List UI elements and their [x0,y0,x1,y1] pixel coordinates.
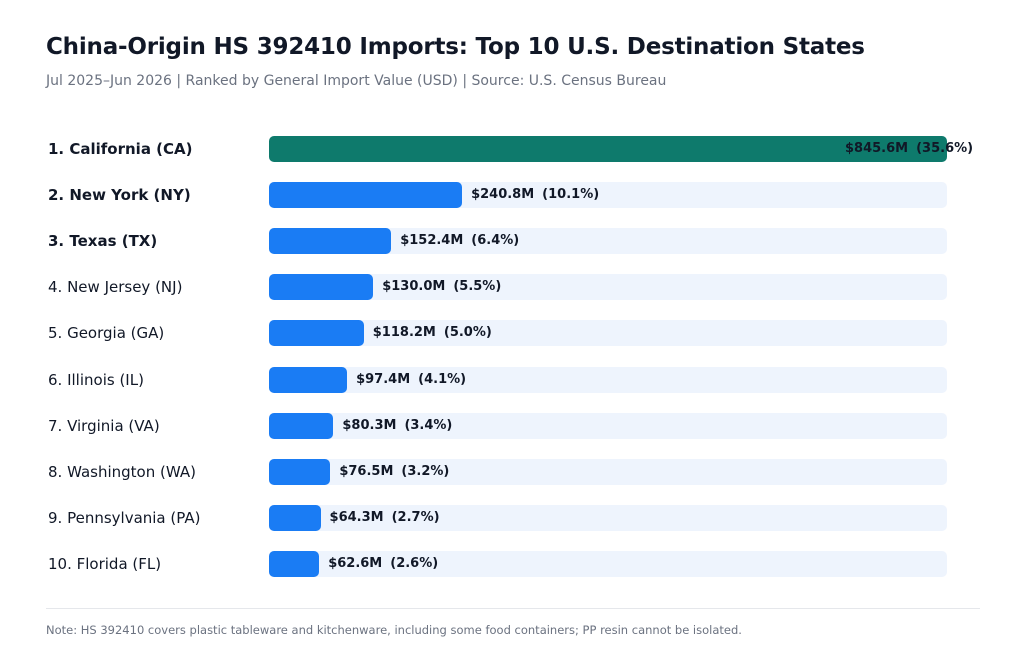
bar-row: 5. Georgia (GA) $118.2M (5.0%) [0,320,1024,347]
value-label: $76.5M (3.2%) [339,459,449,485]
value-label: $64.3M (2.7%) [330,505,440,531]
category-label: 7. Virginia (VA) [48,416,160,435]
value-amount: $62.6M [328,555,383,571]
value-amount: $845.6M [845,141,909,156]
bar-row: 8. Washington (WA) $76.5M (3.2%) [0,458,1024,485]
value-share: (5.5%) [453,279,502,295]
bar-track: $62.6M (2.6%) [269,550,947,577]
bar [269,550,320,577]
value-amount: $97.4M [356,371,411,387]
value-amount: $118.2M [372,325,436,341]
value-label: $62.6M (2.6%) [328,551,438,577]
bar-row: 10. Florida (FL) $62.6M (2.6%) [0,550,1024,577]
category-label: 9. Pennsylvania (PA) [48,508,201,527]
bar [269,412,334,439]
chart-subtitle: Jul 2025–Jun 2026 | Ranked by General Im… [46,73,667,89]
category-label: 3. Texas (TX) [48,232,158,251]
value-amount: $240.8M [471,187,535,203]
bar-track: $80.3M (3.4%) [269,412,947,439]
category-label: 4. New Jersey (NJ) [48,278,183,297]
bar-track: $76.5M (3.2%) [269,458,947,485]
value-amount: $152.4M [400,233,464,249]
bar [269,504,321,531]
bar [269,366,348,393]
bar-row: 7. Virginia (VA) $80.3M (3.4%) [0,412,1024,439]
value-share: (4.1%) [418,371,467,387]
bar-track: $97.4M (4.1%) [269,366,947,393]
chart-title: China-Origin HS 392410 Imports: Top 10 U… [46,34,865,60]
value-share: (2.7%) [391,509,440,525]
value-label: $240.8M (10.1%) [471,182,599,208]
bar [269,182,463,209]
bar-track: $152.4M (6.4%) [269,228,947,255]
value-label: $130.0M (5.5%) [382,274,501,300]
bar-track: $130.0M (5.5%) [269,274,947,301]
value-label: $97.4M (4.1%) [356,367,466,393]
value-amount: $130.0M [382,279,446,295]
value-share: (3.4%) [404,417,453,433]
value-label: $845.6M (35.6%) [845,136,973,162]
bar-track: $118.2M (5.0%) [269,320,947,347]
value-share: (3.2%) [401,463,450,479]
value-share: (10.1%) [542,187,600,203]
value-amount: $76.5M [339,463,394,479]
category-label: 1. California (CA) [48,140,193,158]
bar [269,136,947,162]
category-label: 6. Illinois (IL) [48,370,144,389]
bar [269,274,374,301]
value-share: (6.4%) [471,233,520,249]
footer-note: Note: HS 392410 covers plastic tableware… [46,623,742,637]
bar-track: $240.8M (10.1%) [269,182,947,209]
bar-row: 1. California (CA) $845.6M (35.6%) [0,136,1024,162]
bar-row: 3. Texas (TX) $152.4M (6.4%) [0,228,1024,255]
bar [269,458,331,485]
value-share: (35.6%) [916,141,974,156]
category-label: 8. Washington (WA) [48,462,196,481]
category-label: 2. New York (NY) [48,186,191,205]
bar-row: 6. Illinois (IL) $97.4M (4.1%) [0,366,1024,393]
footer-divider [46,608,980,609]
value-label: $118.2M (5.0%) [373,320,492,346]
category-label: 5. Georgia (GA) [48,324,165,343]
category-label: 10. Florida (FL) [48,554,162,573]
bar-row: 2. New York (NY) $240.8M (10.1%) [0,182,1024,209]
bar-row: 4. New Jersey (NJ) $130.0M (5.5%) [0,274,1024,301]
value-label: $80.3M (3.4%) [342,413,452,439]
bar-track: $64.3M (2.7%) [269,504,947,531]
value-amount: $80.3M [342,417,397,433]
bar-row: 9. Pennsylvania (PA) $64.3M (2.7%) [0,504,1024,531]
bar [269,228,392,255]
value-amount: $64.3M [329,509,384,525]
bar-track: $845.6M (35.6%) [269,136,973,162]
value-share: (5.0%) [443,325,492,341]
value-label: $152.4M (6.4%) [400,228,519,254]
bar [269,320,364,347]
value-share: (2.6%) [390,555,439,571]
